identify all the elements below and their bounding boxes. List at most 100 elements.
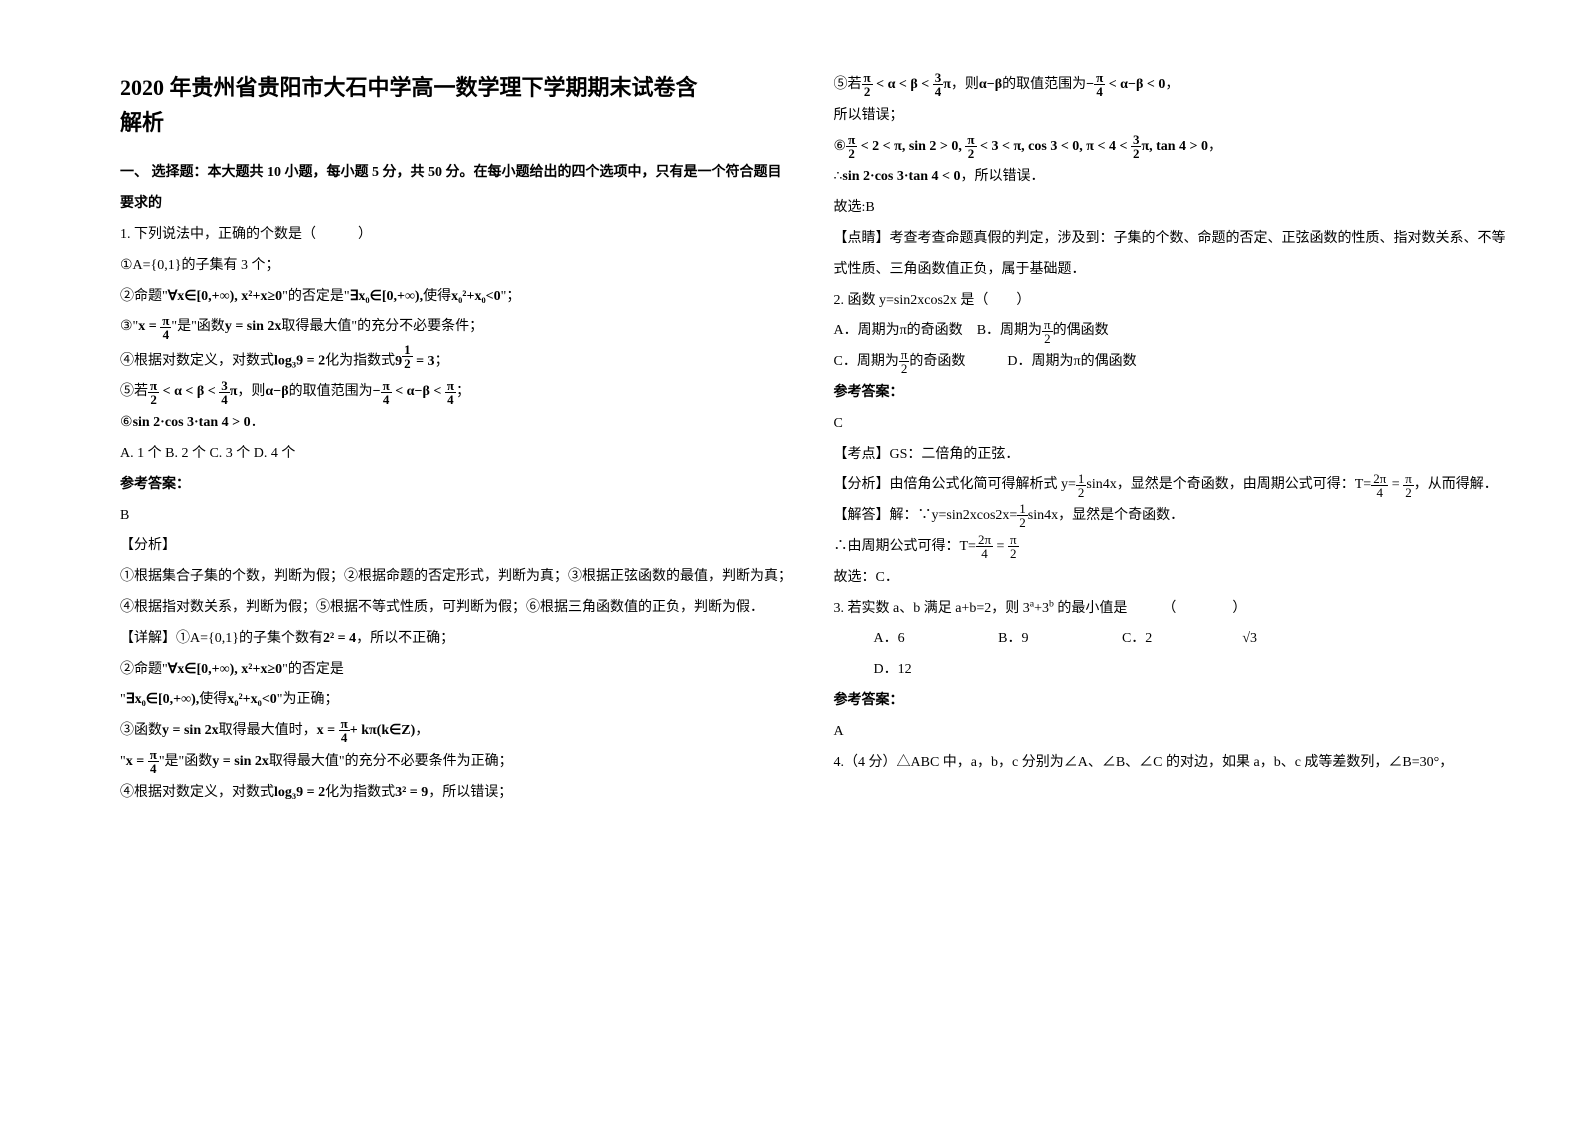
t: C．2: [1122, 624, 1152, 655]
frac-2pi-4: 2π4: [1371, 472, 1388, 499]
t: =: [993, 539, 1008, 554]
q2-opts-ab: A．周期为π的奇函数 B．周期为π2的偶函数: [834, 316, 1508, 347]
q1-detail-3a: ③函数y = sin 2x取得最大值时，x = π4+ kπ(k∈Z)，: [120, 716, 794, 747]
math-exists-post2: x₀²+x₀<0: [227, 692, 277, 707]
page-container: 2020 年贵州省贵阳市大石中学高一数学理下学期期末试卷含 解析 一、 选择题：…: [0, 0, 1587, 1122]
frac-1-2: 12: [402, 343, 413, 370]
q3-stem: 3. 若实数 a、b 满足 a+b=2，则 3a+3b 的最小值是 （ ）: [834, 594, 1508, 625]
q1-item1: ①A={0,1}的子集有 3 个；: [120, 251, 794, 282]
q2-optB-post: 的偶函数: [1053, 323, 1109, 338]
t: 解：∵y=sin2xcos2x=: [890, 508, 1018, 523]
q3-optB: B．9: [998, 624, 1028, 655]
t: ①A={0,1}的子集个数有: [176, 631, 323, 646]
t: ；: [435, 354, 449, 369]
math-exists: ∃x₀∈[0,+∞),: [350, 289, 424, 304]
n: 1: [1076, 472, 1087, 486]
q2-optD: D．周期为π的偶函数: [1007, 354, 1136, 369]
frac-pi-2g: π2: [1403, 472, 1414, 499]
t: ，: [1208, 139, 1222, 154]
n: π: [339, 717, 350, 731]
d: 4: [219, 393, 230, 406]
q2-solution-3: 故选：C．: [834, 563, 1508, 594]
n: π: [148, 748, 159, 762]
q1-detail-2b: "∃x₀∈[0,+∞),使得x₀²+x₀<0"为正确；: [120, 685, 794, 716]
q1-item5: ⑤若π2 < α < β < 34π，则α−β的取值范围为−π4 < α−β <…: [120, 377, 794, 408]
t: < 3 < π, cos 3 < 0, π < 4 <: [980, 139, 1127, 154]
q1-answer: B: [120, 501, 794, 532]
q1-detail-5e: 所以错误；: [834, 101, 1508, 132]
t: < 2 < π, sin 2 > 0,: [861, 139, 966, 154]
d: 4: [933, 85, 944, 98]
t: ⑥: [120, 415, 133, 430]
math-log39: log₃9 = 2: [274, 354, 325, 369]
n: 3: [219, 379, 230, 393]
n: 3: [933, 71, 944, 85]
t: ②命题": [120, 289, 168, 304]
t: 使得: [423, 289, 451, 304]
t: < α < β <: [876, 77, 929, 92]
t: ，所以错误；: [428, 785, 512, 800]
q2-analysis: 【分析】由倍角公式化简可得解析式 y=12sin4x，显然是个奇函数，由周期公式…: [834, 470, 1508, 501]
q1-item3: ③"x = π4"是"函数y = sin 2x取得最大值"的充分不必要条件；: [120, 312, 794, 343]
t: x =: [138, 319, 160, 334]
t: ∴由周期公式可得：T=: [834, 539, 976, 554]
math-xpi4: x = π4: [138, 319, 171, 334]
d: 4: [381, 393, 392, 406]
d: 2: [1017, 516, 1028, 529]
math-log39-2: log₃9 = 2: [274, 785, 325, 800]
t: "的否定是": [282, 289, 349, 304]
t: ，则: [951, 77, 979, 92]
d: 2: [1131, 147, 1142, 160]
t: "为正确；: [277, 692, 339, 707]
frac-pi-2e: π2: [1042, 318, 1053, 345]
t: 化为指数式: [325, 354, 395, 369]
n: π: [965, 133, 976, 147]
t: "的否定是: [282, 662, 344, 677]
q3-ref-answer-label: 参考答案：: [834, 686, 1508, 717]
t: ③函数: [120, 723, 162, 738]
frac-pi-2c: π2: [846, 133, 857, 160]
frac-pi-4b: π4: [381, 379, 392, 406]
t: ，则: [237, 384, 265, 399]
math-2sq4: 2² = 4: [323, 631, 356, 646]
t: ④根据对数定义，对数式: [120, 354, 274, 369]
t: < α−β <: [395, 384, 441, 399]
t: ，: [415, 723, 429, 738]
d: 2: [148, 393, 159, 406]
t: 使得: [199, 692, 227, 707]
d: 2: [1008, 547, 1019, 560]
t: 的取值范围为: [1002, 77, 1086, 92]
t: ，所以错误．: [960, 169, 1044, 184]
t: +3: [1034, 601, 1049, 616]
t: < α−β < 0: [1109, 77, 1166, 92]
math-ysin2x-2: y = sin 2x: [162, 723, 219, 738]
math-range5r: −π4 < α−β < π4: [373, 384, 456, 399]
d: 4: [339, 731, 350, 744]
frac-pi-2d: π2: [965, 133, 976, 160]
q2-optB-pre: B．周期为: [977, 323, 1042, 338]
t: ⑤若: [834, 77, 862, 92]
n: π: [846, 133, 857, 147]
n: 2π: [1371, 472, 1388, 486]
q1-ref-answer-label: 参考答案：: [120, 470, 794, 501]
n: π: [1008, 533, 1019, 547]
math-ysin2x: y = sin 2x: [225, 319, 282, 334]
q1-detail-7: 故选:B: [834, 193, 1508, 224]
title-line-1: 2020 年贵州省贵阳市大石中学高一数学理下学期期末试卷含: [120, 75, 698, 100]
t: π: [943, 77, 951, 92]
q3-options: A．6 B．9 C．2√3 D．12: [834, 624, 1508, 686]
sol-label: 【解答】: [834, 508, 890, 523]
kp-text: GS：二倍角的正弦．: [890, 447, 1020, 462]
t: ；: [456, 384, 470, 399]
q1-detail-6c: ∴sin 2·cos 3·tan 4 < 0，所以错误．: [834, 162, 1508, 193]
d: 4: [1094, 85, 1105, 98]
q1-detail-6: ⑥π2 < 2 < π, sin 2 > 0, π2 < 3 < π, cos …: [834, 132, 1508, 163]
math-xpi4-2: x = π4: [126, 754, 159, 769]
d: 4: [445, 393, 456, 406]
t: ，从而得解．: [1414, 477, 1498, 492]
math-range5-2: π2 < α < β < 34π: [862, 77, 951, 92]
frac-pi-4c: π4: [445, 379, 456, 406]
t: π, tan 4 > 0: [1141, 139, 1208, 154]
n: π: [381, 379, 392, 393]
q3-answer: A: [834, 717, 1508, 748]
